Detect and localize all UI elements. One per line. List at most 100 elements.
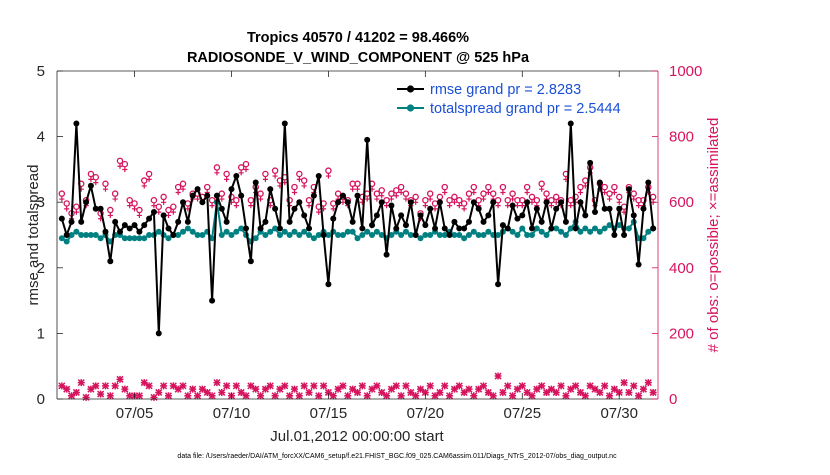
rmse-point bbox=[616, 205, 623, 212]
obs-possible-cross bbox=[238, 170, 244, 176]
obs-possible-point bbox=[422, 196, 429, 204]
obs-possible-cross bbox=[233, 202, 239, 209]
obs-possible-point bbox=[237, 164, 245, 171]
obs-possible-cross bbox=[306, 202, 312, 209]
obs-possible-point bbox=[155, 203, 163, 211]
rmse-point bbox=[165, 225, 172, 232]
totalspread-point bbox=[587, 228, 594, 235]
rmse-point bbox=[87, 182, 94, 189]
obs-possible-cross bbox=[127, 202, 133, 209]
obs-possible-cross bbox=[636, 202, 642, 209]
rmse-point bbox=[291, 205, 298, 212]
rmse-point bbox=[606, 205, 613, 212]
rmse-point bbox=[68, 218, 75, 225]
obs-possible-point bbox=[160, 193, 167, 201]
rmse-point bbox=[155, 330, 162, 337]
obs-possible-cross bbox=[219, 196, 225, 202]
totalspread-point bbox=[325, 232, 332, 238]
obs-assimilated-point bbox=[68, 392, 76, 400]
obs-assimilated-point bbox=[358, 382, 366, 390]
obs-assimilated-point bbox=[339, 382, 347, 390]
obs-possible-cross bbox=[107, 212, 113, 219]
rmse-point bbox=[252, 179, 259, 186]
rmse-point bbox=[146, 215, 153, 222]
obs-possible-cross bbox=[243, 166, 249, 173]
rmse-point bbox=[495, 281, 502, 288]
obs-possible-cross bbox=[524, 189, 530, 196]
totalspread-point bbox=[141, 235, 148, 242]
totalspread-point bbox=[310, 235, 317, 242]
rmse-point bbox=[276, 225, 283, 232]
totalspread-point bbox=[286, 232, 293, 238]
obs-possible-cross bbox=[165, 212, 172, 219]
obs-assimilated-point bbox=[252, 385, 260, 393]
obs-possible-point bbox=[388, 190, 395, 197]
rmse-point bbox=[630, 212, 637, 219]
y-axis-label-left: rmse and totalspread bbox=[25, 165, 42, 306]
rmse-point bbox=[524, 199, 531, 206]
obs-possible-cross bbox=[146, 176, 152, 182]
obs-assimilated-point bbox=[518, 382, 526, 390]
rmse-point bbox=[383, 251, 390, 258]
rmse-point bbox=[112, 218, 119, 225]
obs-possible-cross bbox=[180, 186, 186, 192]
rmse-point bbox=[83, 199, 90, 206]
obs-assimilated-point bbox=[368, 385, 376, 393]
obs-assimilated-point bbox=[121, 385, 129, 393]
obs-possible-point bbox=[165, 206, 172, 214]
obs-assimilated-point bbox=[97, 390, 105, 398]
rmse-point bbox=[73, 120, 80, 127]
totalspread-point bbox=[543, 232, 550, 238]
rmse-point bbox=[427, 205, 434, 212]
totalspread-point bbox=[475, 232, 482, 238]
obs-possible-cross bbox=[509, 196, 516, 202]
obs-possible-point bbox=[334, 190, 342, 197]
rmse-point bbox=[306, 225, 313, 232]
obs-possible-cross bbox=[364, 196, 370, 202]
obs-assimilated-point bbox=[349, 385, 357, 393]
obs-possible-point bbox=[150, 196, 158, 204]
totalspread-point bbox=[92, 232, 99, 238]
rmse-point bbox=[456, 225, 463, 232]
totalspread-point bbox=[509, 228, 516, 235]
data-file-footnote: data file: /Users/raeder/DAI/ATM_forcXX/… bbox=[177, 453, 617, 460]
totalspread-point bbox=[528, 232, 535, 238]
obs-possible-cross bbox=[480, 196, 487, 202]
rmse-point bbox=[373, 212, 380, 219]
rmse-point bbox=[325, 281, 332, 288]
obs-assimilated-point bbox=[504, 382, 512, 390]
obs-assimilated-point bbox=[276, 385, 284, 393]
obs-possible-cross bbox=[262, 176, 269, 182]
obs-possible-cross bbox=[117, 163, 123, 169]
totalspread-point bbox=[136, 235, 143, 242]
y-right-tick-label: 800 bbox=[669, 129, 694, 146]
obs-possible-cross bbox=[73, 209, 79, 215]
obs-assimilated-point bbox=[324, 388, 332, 396]
y-right-tick-label: 0 bbox=[669, 391, 677, 408]
obs-possible-point bbox=[242, 160, 250, 168]
obs-possible-cross bbox=[539, 186, 545, 192]
x-tick-label: 07/10 bbox=[213, 405, 251, 422]
x-tick-label: 07/20 bbox=[407, 405, 445, 422]
obs-assimilated-point bbox=[320, 382, 328, 390]
obs-assimilated-point bbox=[455, 382, 463, 390]
y-axis-label-right: # of obs: o=possible; ×=assimilated bbox=[705, 118, 722, 353]
obs-possible-point bbox=[247, 196, 255, 204]
x-tick-label: 07/25 bbox=[504, 405, 542, 422]
obs-possible-point bbox=[208, 196, 216, 204]
obs-assimilated-point bbox=[281, 382, 289, 390]
obs-assimilated-point bbox=[610, 385, 618, 393]
rmse-point bbox=[141, 222, 148, 229]
totalspread-point bbox=[121, 235, 128, 242]
rmse-point bbox=[267, 186, 274, 193]
obs-assimilated-point bbox=[155, 388, 163, 396]
rmse-point bbox=[548, 225, 555, 232]
rmse-point bbox=[490, 199, 497, 206]
obs-assimilated-point bbox=[601, 382, 609, 390]
totalspread-point bbox=[625, 225, 632, 232]
y-right-tick-label: 600 bbox=[669, 194, 694, 211]
obs-possible-cross bbox=[156, 209, 162, 215]
obs-assimilated-point bbox=[160, 382, 168, 390]
